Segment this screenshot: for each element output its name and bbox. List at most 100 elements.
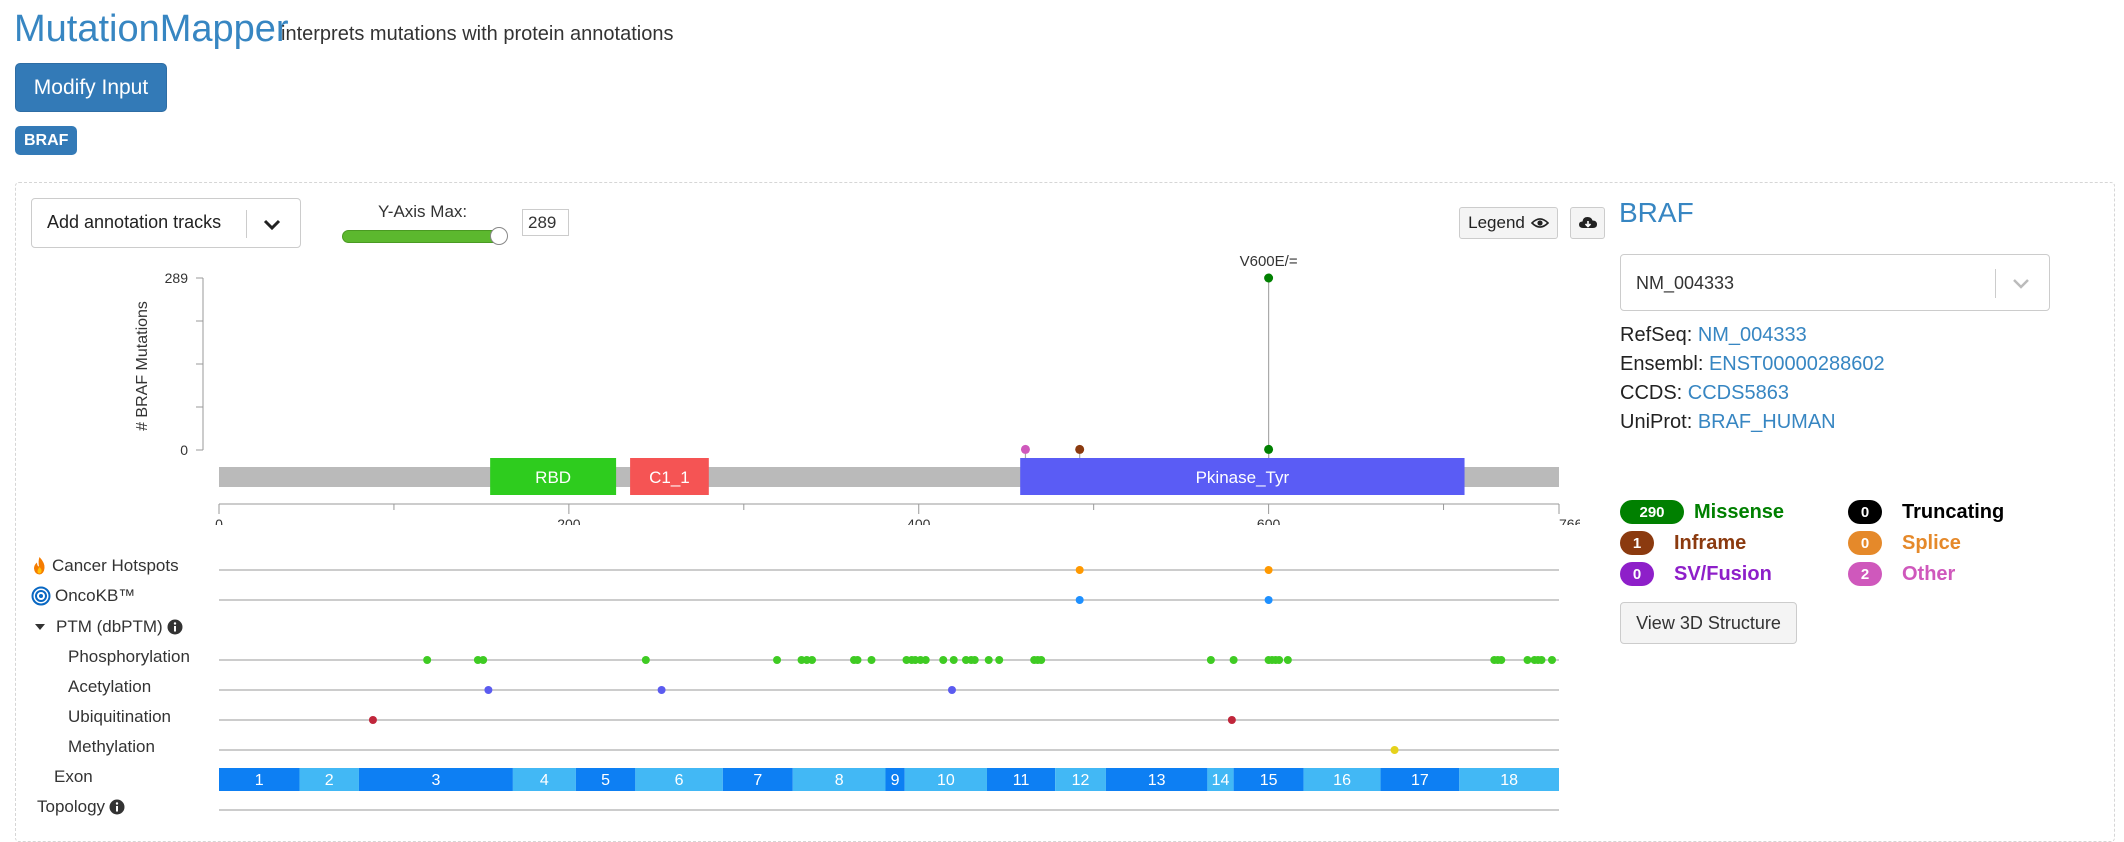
phosphorylation-site[interactable] bbox=[479, 656, 488, 664]
oncokb-marker[interactable] bbox=[1264, 596, 1273, 604]
phosphorylation-site[interactable] bbox=[641, 656, 650, 664]
exon-block[interactable] bbox=[986, 768, 1056, 791]
exon-block[interactable] bbox=[885, 768, 905, 791]
mutation-type-splice[interactable]: 0 Splice bbox=[1848, 531, 1961, 555]
transcript-select-value: NM_004333 bbox=[1636, 273, 1735, 293]
exon-label: 7 bbox=[753, 772, 762, 789]
phosphorylation-site[interactable] bbox=[970, 656, 979, 664]
transcript-select[interactable]: NM_004333 bbox=[1620, 254, 2050, 311]
exon-block[interactable] bbox=[1459, 768, 1559, 791]
add-annotation-tracks-dropdown[interactable]: Add annotation tracks bbox=[31, 198, 301, 248]
uniprot-link[interactable]: BRAF_HUMAN bbox=[1697, 411, 1836, 433]
ensembl-link[interactable]: ENST00000288602 bbox=[1708, 353, 1885, 375]
ccds-link[interactable]: CCDS5863 bbox=[1687, 382, 1789, 404]
mutation-count-badge: 290 bbox=[1620, 500, 1684, 524]
phosphorylation-site[interactable] bbox=[1523, 656, 1532, 664]
lollipop-head[interactable] bbox=[1264, 273, 1274, 283]
exon-block[interactable] bbox=[512, 768, 576, 791]
mutation-label: V600E/= bbox=[1240, 253, 1298, 270]
exon-block[interactable] bbox=[299, 768, 359, 791]
mutation-type-inframe[interactable]: 1 Inframe bbox=[1620, 531, 1746, 555]
exon-block[interactable] bbox=[1055, 768, 1106, 791]
yaxis-max-slider[interactable] bbox=[342, 227, 508, 245]
yaxis-max-input[interactable]: 289 bbox=[522, 209, 569, 236]
phosphorylation-site[interactable] bbox=[1037, 656, 1046, 664]
lollipop-head[interactable] bbox=[1020, 444, 1030, 454]
domain-label: C1_1 bbox=[649, 468, 690, 487]
lollipop-head[interactable] bbox=[1264, 444, 1274, 454]
exon-block[interactable] bbox=[792, 768, 886, 791]
refseq-link[interactable]: NM_004333 bbox=[1697, 324, 1807, 346]
exon-block[interactable] bbox=[722, 768, 793, 791]
ccds-label: CCDS: bbox=[1620, 382, 1683, 404]
track-cancer-hotspots[interactable]: Cancer Hotspots bbox=[31, 556, 179, 576]
hotspot-marker[interactable] bbox=[1264, 566, 1273, 574]
phosphorylation-site[interactable] bbox=[1206, 656, 1215, 664]
protein-domain[interactable] bbox=[1020, 458, 1465, 495]
phosphorylation-site[interactable] bbox=[984, 656, 993, 664]
acetylation-site[interactable] bbox=[657, 686, 666, 694]
modify-input-button[interactable]: Modify Input bbox=[15, 63, 167, 112]
exon-label: 15 bbox=[1260, 772, 1278, 789]
phosphorylation-site[interactable] bbox=[1275, 656, 1284, 664]
exon-block[interactable] bbox=[904, 768, 987, 791]
caret-down-icon[interactable] bbox=[34, 621, 46, 633]
exon-block[interactable] bbox=[635, 768, 723, 791]
ensembl-label: Ensembl: bbox=[1620, 353, 1704, 375]
exon-block[interactable] bbox=[1233, 768, 1304, 791]
mutation-type-truncating[interactable]: 0 Truncating bbox=[1848, 500, 2004, 524]
track-topology[interactable]: Topology bbox=[37, 797, 125, 817]
exon-label: 9 bbox=[891, 772, 900, 789]
exon-block[interactable] bbox=[358, 768, 513, 791]
download-button[interactable] bbox=[1570, 207, 1605, 239]
phosphorylation-site[interactable] bbox=[939, 656, 948, 664]
oncokb-marker[interactable] bbox=[1075, 596, 1084, 604]
protein-domain[interactable] bbox=[630, 458, 709, 495]
methylation-site[interactable] bbox=[1390, 746, 1399, 754]
legend-button[interactable]: Legend bbox=[1459, 207, 1558, 239]
exon-block[interactable] bbox=[1105, 768, 1208, 791]
phosphorylation-site[interactable] bbox=[1283, 656, 1292, 664]
phosphorylation-site[interactable] bbox=[853, 656, 862, 664]
ubiquitination-site[interactable] bbox=[1227, 716, 1236, 724]
acetylation-site[interactable] bbox=[947, 686, 956, 694]
exon-block[interactable] bbox=[575, 768, 636, 791]
exon-label: 6 bbox=[675, 772, 684, 789]
mutation-type-missense[interactable]: 290 Missense bbox=[1620, 500, 1784, 524]
hotspot-marker[interactable] bbox=[1075, 566, 1084, 574]
exon-block[interactable] bbox=[1380, 768, 1460, 791]
domain-label: RBD bbox=[535, 468, 571, 487]
phosphorylation-site[interactable] bbox=[867, 656, 876, 664]
view-3d-structure-button[interactable]: View 3D Structure bbox=[1620, 602, 1797, 644]
lollipop-head[interactable] bbox=[1075, 444, 1085, 454]
phosphorylation-site[interactable] bbox=[808, 656, 817, 664]
phosphorylation-site[interactable] bbox=[995, 656, 1004, 664]
exon-block[interactable] bbox=[1303, 768, 1381, 791]
mutation-type-sv-fusion[interactable]: 0 SV/Fusion bbox=[1620, 562, 1772, 586]
phosphorylation-site[interactable] bbox=[949, 656, 958, 664]
phosphorylation-site[interactable] bbox=[921, 656, 930, 664]
track-exon: Exon bbox=[54, 767, 93, 787]
exon-block[interactable] bbox=[219, 768, 300, 791]
protein-domain[interactable] bbox=[490, 458, 617, 495]
phosphorylation-site[interactable] bbox=[773, 656, 782, 664]
slider-handle[interactable] bbox=[490, 227, 508, 245]
phosphorylation-site[interactable] bbox=[1229, 656, 1238, 664]
gene-badge[interactable]: BRAF bbox=[15, 126, 78, 155]
track-label-acetylation: Acetylation bbox=[68, 677, 152, 696]
exon-label: 16 bbox=[1333, 772, 1351, 789]
exon-block[interactable] bbox=[1207, 768, 1234, 791]
phosphorylation-site[interactable] bbox=[1497, 656, 1506, 664]
ubiquitination-site[interactable] bbox=[368, 716, 377, 724]
ccds-row: CCDS: CCDS5863 bbox=[1620, 382, 1789, 405]
exon-label: 8 bbox=[835, 772, 844, 789]
info-icon[interactable] bbox=[109, 799, 125, 815]
mutation-type-other[interactable]: 2 Other bbox=[1848, 562, 1955, 586]
info-icon[interactable] bbox=[167, 619, 183, 635]
track-oncokb[interactable]: OncoKB™ bbox=[31, 586, 135, 606]
track-ptm[interactable]: PTM (dbPTM) bbox=[34, 617, 183, 637]
acetylation-site[interactable] bbox=[484, 686, 493, 694]
phosphorylation-site[interactable] bbox=[1548, 656, 1557, 664]
phosphorylation-site[interactable] bbox=[1537, 656, 1546, 664]
phosphorylation-site[interactable] bbox=[423, 656, 432, 664]
